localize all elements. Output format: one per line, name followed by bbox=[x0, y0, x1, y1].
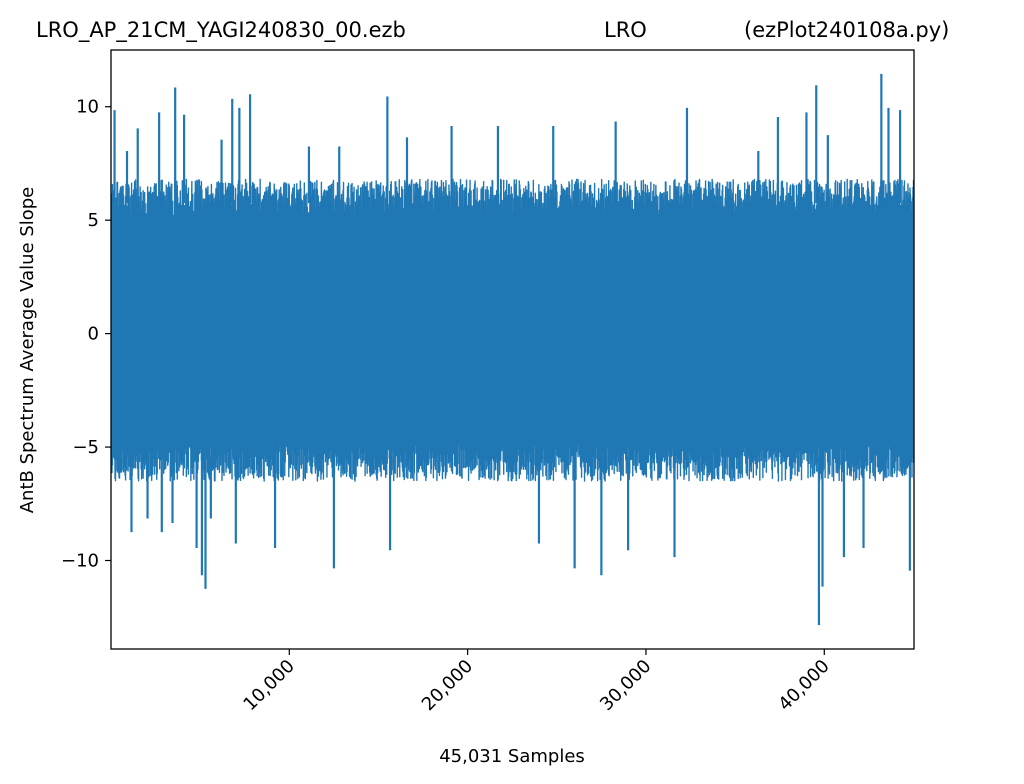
x-axis-label: 45,031 Samples bbox=[439, 746, 585, 767]
plot-area bbox=[111, 73, 914, 626]
y-axis-label: AntB Spectrum Average Value Slope bbox=[17, 187, 38, 514]
y-tick-label: −10 bbox=[61, 551, 99, 572]
x-tick-label: 40,000 bbox=[774, 656, 833, 715]
title-script: (ezPlot240108a.py) bbox=[744, 18, 949, 42]
title-filename: LRO_AP_21CM_YAGI240830_00.ezb bbox=[36, 18, 406, 43]
y-tick-label: 10 bbox=[76, 97, 99, 118]
x-tick-label: 10,000 bbox=[239, 656, 298, 715]
plot-frame bbox=[110, 49, 915, 650]
y-tick-label: 0 bbox=[88, 324, 99, 345]
x-tick-label: 30,000 bbox=[596, 656, 655, 715]
y-tick-label: 5 bbox=[88, 210, 99, 231]
y-axis: −10 −5 0 5 10 bbox=[61, 97, 111, 572]
x-axis: 10,000 20,000 30,000 40,000 bbox=[239, 649, 834, 715]
chart-title: LRO_AP_21CM_YAGI240830_00.ezb LRO (ezPlo… bbox=[36, 18, 949, 43]
y-tick-label: −5 bbox=[72, 437, 99, 458]
series-line bbox=[111, 178, 914, 482]
title-site: LRO bbox=[604, 18, 647, 42]
x-tick-label: 20,000 bbox=[418, 656, 477, 715]
